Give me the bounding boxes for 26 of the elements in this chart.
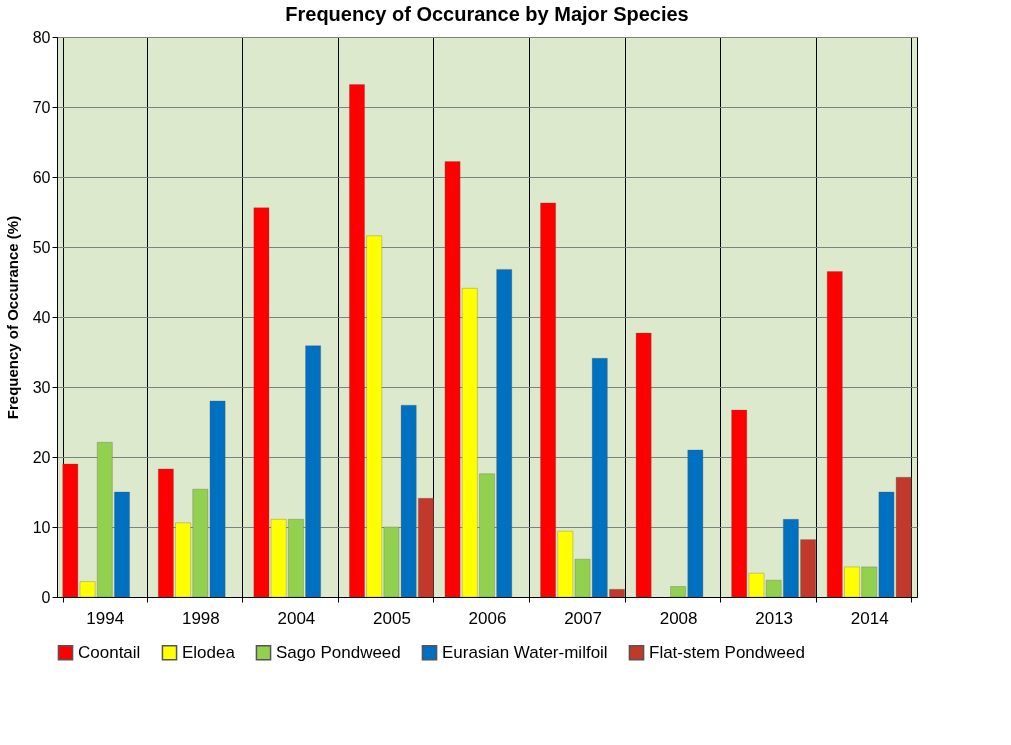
legend-label: Eurasian Water-milfoil <box>442 642 608 662</box>
y-axis-title: Frequency of Occurance (%) <box>3 215 21 420</box>
x-tick-label: 1994 <box>86 608 125 628</box>
legend-label: Flat-stem Pondweed <box>649 642 805 662</box>
y-tick-label: 40 <box>32 308 51 326</box>
y-tick-label: 0 <box>41 588 51 606</box>
y-tick-label: 30 <box>32 378 51 396</box>
y-tick-label: 70 <box>32 98 51 116</box>
bar <box>635 332 652 598</box>
x-tick-label: 2006 <box>468 608 507 628</box>
x-tick-label: 2005 <box>373 608 411 628</box>
x-tick-label: 2013 <box>755 608 794 628</box>
y-tick-label: 60 <box>32 168 51 186</box>
legend-label: Elodea <box>182 642 236 662</box>
legend-label: Sago Pondweed <box>276 642 401 662</box>
x-tick-label: 2004 <box>277 608 316 628</box>
legend-label: Coontail <box>78 642 141 662</box>
y-tick-label: 50 <box>32 238 51 256</box>
y-tick-label: 20 <box>32 448 51 466</box>
x-tick-label: 1998 <box>181 608 220 628</box>
chart-title: Frequency of Occurance by Major Species <box>285 3 689 25</box>
x-tick-label: 2014 <box>850 608 889 628</box>
x-tick-label: 2008 <box>659 608 698 628</box>
x-tick-label: 2007 <box>564 608 602 628</box>
y-tick-label: 80 <box>32 28 51 46</box>
y-tick-label: 10 <box>32 518 51 536</box>
